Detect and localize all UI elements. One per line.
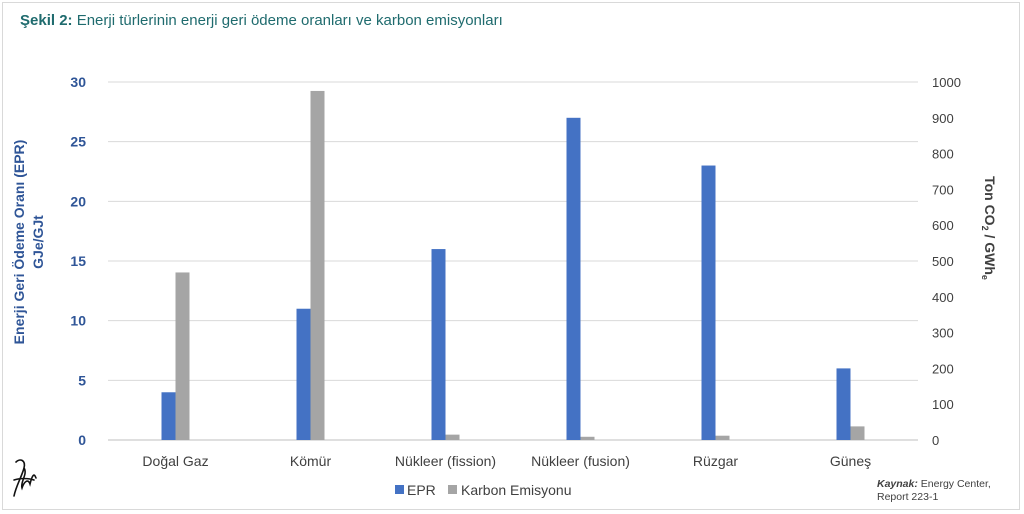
source-label: Kaynak: — [877, 478, 918, 490]
left-axis-label-line1: Enerji Geri Ödeme Oranı (EPR) — [11, 140, 27, 345]
right-tick-label: 900 — [932, 111, 954, 126]
right-axis-label-mid: / GWh — [982, 231, 998, 275]
category-labels: Doğal Gaz Kömür Nükleer (fission) Nükleer (… — [142, 453, 871, 469]
right-axis-label-sub2: e — [980, 275, 990, 280]
category-label: Doğal Gaz — [142, 453, 208, 469]
right-axis-label-main: Ton CO — [982, 176, 998, 226]
bar-karbon — [580, 436, 595, 440]
category-label: Kömür — [290, 453, 332, 469]
right-tick-label: 200 — [932, 361, 954, 376]
bar-epr — [701, 165, 716, 441]
right-tick-label: 1000 — [932, 75, 961, 90]
right-tick-label: 300 — [932, 326, 954, 341]
gridlines — [108, 81, 918, 441]
left-tick-label: 25 — [70, 134, 86, 150]
left-tick-label: 30 — [70, 74, 86, 90]
bar-epr — [161, 392, 176, 440]
bars — [161, 90, 865, 441]
right-axis-label-sub1: 2 — [980, 226, 990, 231]
bar-karbon — [715, 435, 730, 440]
right-axis-ticks: 0 100 200 300 400 500 600 700 800 900 1000 — [932, 75, 961, 448]
right-tick-label: 0 — [932, 433, 939, 448]
right-tick-label: 100 — [932, 397, 954, 412]
right-tick-label: 800 — [932, 147, 954, 162]
title-prefix: Şekil 2: — [20, 12, 73, 29]
left-axis-label-line2: GJe/GJt — [30, 215, 46, 269]
left-axis-ticks: 0 5 10 15 20 25 30 — [70, 74, 86, 448]
right-axis-label: Ton CO2 / GWhe — [980, 176, 998, 280]
bar-epr — [431, 249, 446, 440]
left-tick-label: 0 — [78, 432, 86, 448]
legend-swatch-karbon — [448, 485, 457, 494]
category-label: Güneş — [830, 453, 871, 469]
legend-label-karbon: Karbon Emisyonu — [461, 482, 572, 498]
bar-karbon — [175, 272, 190, 440]
legend-label-epr: EPR — [407, 482, 436, 498]
right-tick-label: 500 — [932, 254, 954, 269]
right-tick-label: 600 — [932, 218, 954, 233]
right-tick-label: 400 — [932, 290, 954, 305]
left-tick-label: 10 — [70, 313, 86, 329]
category-label: Nükleer (fission) — [395, 453, 496, 469]
category-label: Rüzgar — [693, 453, 738, 469]
bar-epr — [836, 368, 851, 440]
category-label: Nükleer (fusion) — [531, 453, 630, 469]
right-tick-label: 700 — [932, 182, 954, 197]
signature-mark — [13, 459, 37, 497]
bar-epr — [296, 308, 311, 440]
chart-title: Şekil 2: Enerji türlerinin enerji geri ö… — [20, 12, 503, 29]
bar-karbon — [310, 90, 325, 440]
bar-karbon — [445, 434, 460, 440]
left-tick-label: 15 — [70, 253, 86, 269]
left-tick-label: 5 — [78, 372, 86, 388]
legend-swatch-epr — [395, 485, 404, 494]
legend: EPR Karbon Emisyonu — [395, 482, 572, 498]
left-tick-label: 20 — [70, 193, 86, 209]
source-line2: Report 223-1 — [877, 491, 939, 503]
source-note: Kaynak: Energy Center, Report 223-1 — [877, 478, 991, 504]
title-text: Enerji türlerinin enerji geri ödeme oran… — [76, 12, 503, 29]
bar-epr — [566, 117, 581, 441]
source-line1: Energy Center, — [920, 478, 991, 490]
bar-karbon — [850, 426, 865, 440]
